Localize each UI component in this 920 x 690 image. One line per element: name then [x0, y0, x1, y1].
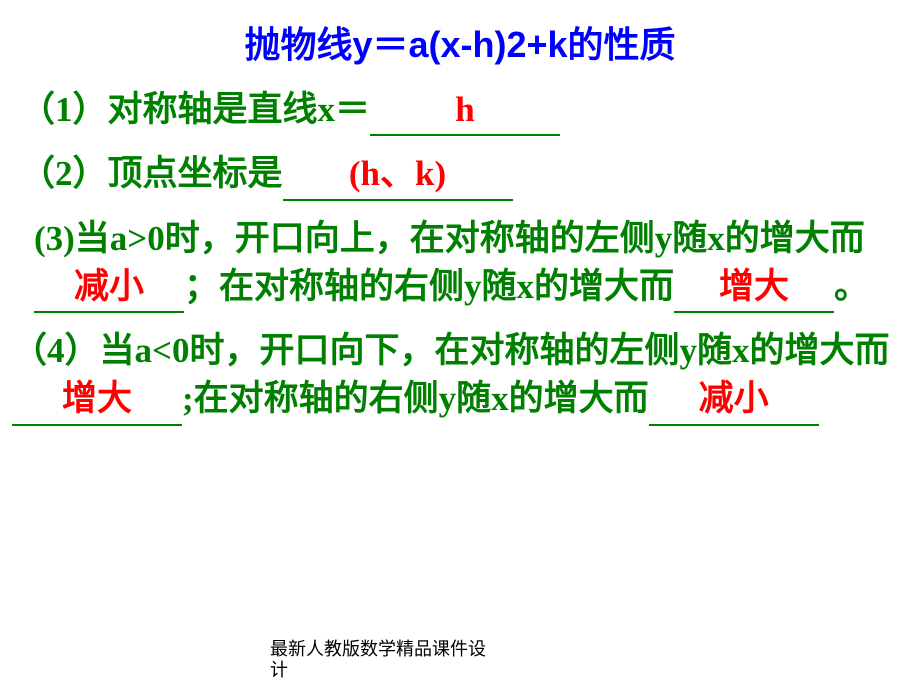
footer-text: 最新人教版数学精品课件设 计 — [270, 639, 486, 682]
footer-line2: 计 — [270, 660, 486, 682]
prop3-answer1: 减小 — [34, 263, 184, 311]
prop3-suffix: 。 — [834, 267, 869, 306]
prop4-part1: （4）当a<0时，开口向下，在对称轴的左侧y随x的增大而 — [12, 331, 889, 370]
property-4: （4）当a<0时，开口向下，在对称轴的左侧y随x的增大而增大 ;在对称轴的右侧y随… — [0, 327, 920, 426]
prop4-part2: ;在对称轴的右侧y随x的增大而 — [182, 379, 649, 418]
prop2-answer: (h、k) — [323, 150, 473, 198]
prop4-answer2: 减小 — [659, 375, 809, 423]
prop3-part2: ；在对称轴的右侧y随x的增大而 — [184, 267, 674, 306]
property-2: （2）顶点坐标是 (h、k) — [0, 150, 920, 200]
footer-line1: 最新人教版数学精品课件设 — [270, 639, 486, 661]
property-1: （1）对称轴是直线x＝ h — [0, 86, 920, 136]
slide-title: 抛物线y＝a(x-h)2+k的性质 — [0, 0, 920, 86]
prop3-answer2: 增大 — [679, 263, 829, 311]
prop4-answer1: 增大 — [22, 375, 172, 423]
prop1-answer: h — [390, 86, 540, 134]
prop2-prefix: （2）顶点坐标是 — [20, 154, 283, 193]
prop1-prefix: （1）对称轴是直线x＝ — [20, 90, 370, 129]
property-3: (3)当a>0时，开口向上，在对称轴的左侧y随x的增大而减小；在对称轴的右侧y随… — [0, 215, 920, 314]
prop3-part1: (3)当a>0时，开口向上，在对称轴的左侧y随x的增大而 — [34, 219, 865, 258]
